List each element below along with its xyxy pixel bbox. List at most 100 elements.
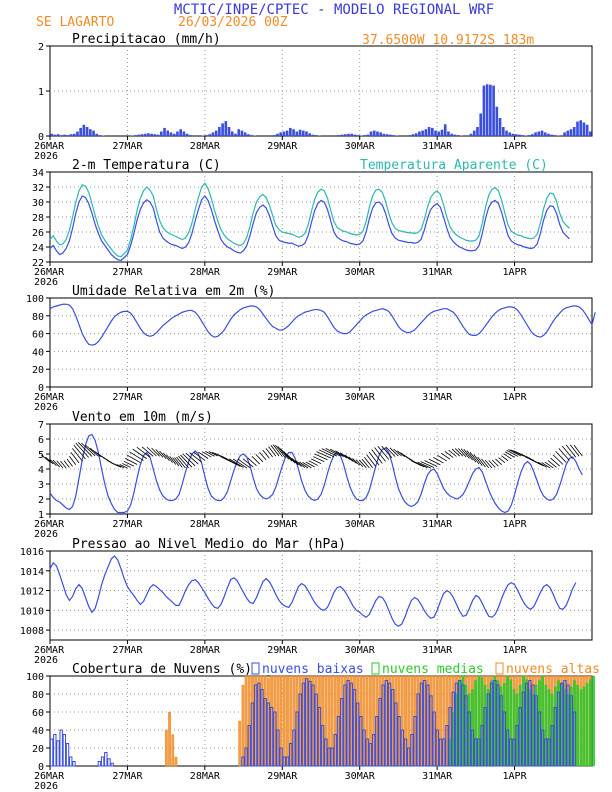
wind-barb (433, 457, 444, 464)
cloud-bar-nuvens-baixas (512, 738, 516, 767)
cloud-bar-nuvens-baixas (301, 682, 306, 767)
precip-bar (579, 120, 583, 136)
cloud-bar-nuvens-baixas (362, 729, 366, 767)
wind-barb (295, 460, 306, 468)
cloud-bar-nuvens-baixas (324, 738, 328, 767)
precip-bar (353, 134, 357, 136)
wind-barb (374, 447, 386, 462)
cloud-bar-nuvens-baixas (429, 695, 433, 767)
precip-bar (285, 130, 289, 136)
cloud-bar-nuvens-baixas (97, 761, 102, 767)
x-tick-label: 30MAR (345, 392, 376, 403)
precip-bar (537, 131, 541, 136)
precip-bar (447, 131, 450, 136)
precip-bar (218, 127, 221, 136)
cloud-bar-nuvens-baixas (273, 711, 277, 767)
wind-barb (174, 457, 183, 468)
cloud-bar-nuvens-baixas (375, 716, 379, 767)
wind-barb (437, 454, 448, 462)
cloud-bar-nuvens-baixas (391, 689, 395, 767)
cloud-bar-nuvens-baixas (489, 682, 494, 767)
cloud-bar-nuvens-baixas (496, 684, 500, 767)
cloud-bar-nuvens-baixas (295, 711, 299, 767)
precip-bar (531, 134, 534, 136)
cloud-bar-nuvens-baixas (263, 698, 267, 767)
cloud-bar-nuvens-baixas (547, 738, 551, 767)
cloud-bar-nuvens-baixas (486, 693, 491, 767)
x-tick-label: 27MAR (112, 267, 143, 278)
precip-bar (89, 129, 92, 136)
cloud-bar-nuvens-altas (174, 756, 178, 767)
precip-bar (505, 130, 508, 136)
cloud-bar-nuvens-baixas (560, 682, 564, 767)
wind-barb (412, 461, 425, 468)
precip-bar (182, 131, 186, 136)
wind-barb (208, 451, 218, 457)
cloud-bar-nuvens-baixas (368, 743, 373, 767)
cloud-bar-nuvens-baixas (515, 725, 519, 767)
precip-bar (72, 133, 76, 136)
wind-barb (544, 461, 554, 469)
precip-bar (382, 133, 386, 136)
legend-label-0: nuvens baixas (262, 662, 364, 677)
x-tick-label: 31MAR (422, 771, 453, 782)
wind-barb (550, 457, 561, 467)
y-tick-label: 60 (32, 708, 44, 719)
wind-barb (417, 461, 431, 469)
wind-barb (506, 449, 518, 457)
x-tick-label: 31MAR (422, 267, 453, 278)
y-tick-label: 2 (38, 42, 44, 53)
precip-bar (379, 132, 382, 136)
precip-bar (79, 127, 82, 136)
x-tick-label: 29MAR (267, 519, 298, 530)
wind-barb (466, 450, 477, 463)
y-tick-label: 100 (26, 294, 44, 305)
precip-bar (495, 106, 499, 136)
wind-barb (561, 445, 573, 459)
precip-bar (563, 132, 566, 136)
x-tick-label: 31MAR (422, 645, 453, 656)
cloud-bar-nuvens-baixas (346, 680, 350, 767)
precip-bar (92, 130, 95, 136)
wind-barb (159, 450, 167, 460)
wind-barb (70, 452, 80, 464)
panel-6 (46, 662, 595, 770)
precip-bar (347, 133, 350, 136)
wind-barb (311, 458, 322, 464)
y-tick-label: 20 (32, 365, 44, 376)
y-tick-label: 7 (38, 420, 44, 431)
wind-barb (477, 456, 486, 468)
cloud-bar-nuvens-baixas (521, 691, 526, 767)
cloud-bar-nuvens-baixas (371, 734, 376, 767)
y-tick-label: 34 (32, 168, 44, 179)
precip-bar (456, 135, 460, 136)
cloud-bar-nuvens-baixas (340, 698, 344, 767)
precip-bar (305, 131, 308, 136)
precip-bar (534, 132, 537, 136)
header-title: MCTIC/INPE/CPTEC - MODELO REGIONAL WRF (174, 2, 494, 18)
x-tick-label: 26MAR (34, 141, 65, 152)
precip-bar (308, 133, 312, 136)
cloud-bar-nuvens-baixas (569, 695, 573, 767)
cloud-bar-nuvens-baixas (477, 738, 481, 767)
wind-barb (389, 447, 399, 457)
precip-bar (469, 133, 473, 136)
wind-barb (469, 452, 480, 465)
precip-bar (437, 131, 441, 136)
legend-label-1: nuvens medias (382, 662, 484, 677)
precip-bar (276, 133, 279, 136)
cloud-bar-nuvens-baixas (110, 762, 114, 767)
precip-bar (518, 134, 521, 136)
x-tick-label: 26MAR (34, 392, 65, 403)
cloud-bar-nuvens-baixas (413, 716, 417, 767)
series-line-Vento (49, 433, 583, 514)
precip-bar (153, 134, 157, 136)
precip-bar (169, 132, 173, 136)
y-tick-label: 40 (32, 347, 44, 358)
wind-barb (151, 447, 160, 457)
wind-barb (60, 460, 67, 469)
wind-barb (75, 442, 90, 458)
legend-box-1 (371, 662, 380, 675)
cloud-bar-nuvens-baixas (442, 738, 446, 767)
precip-bar (443, 124, 447, 136)
